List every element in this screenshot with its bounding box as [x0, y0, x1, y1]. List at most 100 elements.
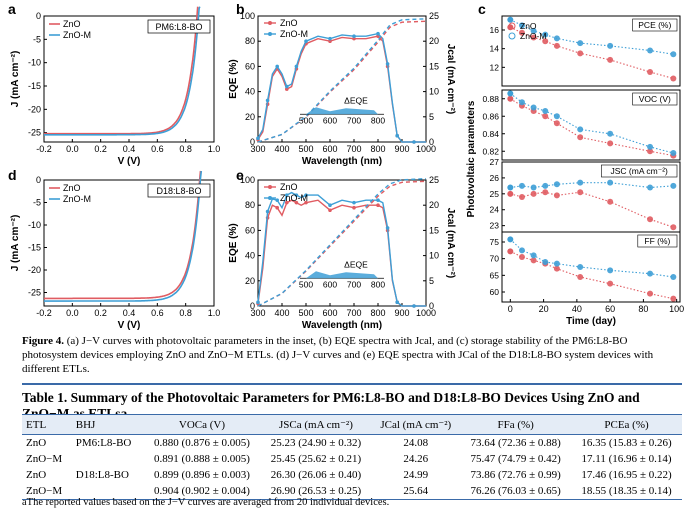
figure-4: -0.2 0.0 0.2 0.4 0.6 0.8 1.0 0 -5 -10 -15 -20 -25 ZnO… — [8, 1, 684, 330]
stability-point — [518, 182, 525, 189]
y2-axis-label: Jcal (mA cm⁻²) — [445, 44, 456, 114]
subplot-label: FF (%) — [644, 236, 670, 246]
table-row: ZnO−M 0.891 (0.888 ± 0.005) 25.45 (25.62… — [22, 451, 682, 467]
x-axis-label: Wavelength (nm) — [302, 320, 382, 330]
stability-point — [518, 99, 525, 106]
tick-label: 40 — [245, 87, 255, 97]
tick-label: 1.0 — [208, 308, 221, 318]
legend-label: ZnO — [63, 19, 81, 29]
tick-label: 0 — [508, 304, 513, 314]
stability-point — [507, 248, 514, 255]
eqe-point — [395, 300, 400, 305]
stability-point — [577, 134, 584, 141]
col-etl: ETL — [22, 414, 72, 435]
cell-voc: 0.880 (0.876 ± 0.005) — [154, 437, 250, 449]
stability-point — [577, 264, 584, 270]
tick-label: 0.8 — [179, 308, 192, 318]
cell-pce: 16.35 (15.83 ± 0.26) — [581, 437, 672, 449]
stability-point — [607, 280, 614, 287]
jcal-series — [257, 20, 427, 143]
stability-point — [670, 295, 677, 302]
tick-label: 25 — [429, 175, 439, 185]
stability-point — [670, 75, 677, 82]
eqe-point — [285, 200, 289, 205]
subplot-label-box — [632, 18, 678, 32]
legend-label: ZnO-M — [63, 194, 91, 204]
tick-label: 80 — [245, 200, 255, 210]
stability-point — [577, 126, 584, 133]
tick-label: -5 — [33, 198, 41, 208]
inset-tick-label: 800 — [371, 279, 385, 289]
panel-letter: e — [236, 167, 244, 183]
legend-label: ZnO-M — [280, 29, 308, 39]
col-bhj: BHJ — [71, 414, 144, 435]
inset-tick-label: 500 — [299, 115, 313, 125]
tick-label: 20 — [245, 112, 255, 122]
stability-point — [607, 179, 614, 186]
stability-point — [607, 42, 614, 49]
legend-marker — [268, 185, 272, 189]
tick-label: 0.86 — [482, 111, 499, 121]
inset-label: ΔEQE — [344, 259, 368, 269]
tick-label: 800 — [370, 308, 385, 318]
cell-etl: ZnO−M — [26, 453, 63, 465]
eqe-point — [328, 208, 332, 213]
tick-label: 100 — [240, 175, 255, 185]
cell-pce: 18.55 (18.35 ± 0.14) — [571, 483, 682, 500]
tick-label: -20 — [28, 104, 41, 114]
eqe-point — [352, 36, 356, 41]
stability-line — [510, 182, 674, 189]
cell-pce: 17.11 (16.96 ± 0.14) — [581, 453, 672, 465]
jv-series-zno-m — [44, 170, 203, 302]
tick-label: -10 — [28, 58, 41, 68]
table-row: ZnO PM6:L8-BO 0.880 (0.876 ± 0.005) 25.2… — [22, 435, 682, 452]
tick-label: -15 — [28, 243, 41, 253]
tick-label: 27 — [490, 157, 500, 167]
stability-point — [577, 50, 584, 57]
y-axis-label: EQE (%) — [228, 223, 239, 262]
cell-voc: 0.899 (0.896 ± 0.003) — [154, 469, 250, 481]
eqe-point — [256, 136, 260, 141]
eqe-point — [304, 193, 308, 197]
jcal-series — [257, 178, 427, 307]
cell-jsc: 26.30 (26.06 ± 0.40) — [270, 469, 362, 481]
tick-label: -25 — [28, 128, 41, 138]
cell-bhj — [72, 451, 144, 467]
tick-label: 100 — [240, 11, 255, 21]
tick-label: 24 — [490, 205, 500, 215]
tick-label: 0.0 — [66, 308, 79, 318]
cell-jsc: 25.45 (25.62 ± 0.21) — [270, 453, 362, 465]
figure-caption: Figure 4. (a) J−V curves with photovolta… — [22, 334, 682, 376]
tick-label: 40 — [572, 304, 582, 314]
tick-label: 0.8 — [179, 144, 192, 154]
tick-label: 700 — [346, 144, 361, 154]
eqe-point — [285, 84, 289, 89]
cell-jcal: 24.99 — [403, 469, 429, 481]
inset-label: D18:L8-BO — [156, 186, 201, 196]
stability-point — [670, 224, 677, 231]
tick-label: 12 — [490, 62, 500, 72]
stability-point — [530, 252, 537, 259]
x-axis-label: Wavelength (nm) — [302, 156, 382, 167]
tick-label: 700 — [346, 308, 361, 318]
stability-point — [553, 120, 560, 127]
panel-letter: b — [236, 1, 245, 17]
eqe-point — [352, 200, 356, 205]
eqe-point — [376, 198, 380, 202]
legend-label: ZnO-M — [63, 30, 91, 40]
legend-label: ZnO-M — [520, 31, 546, 41]
eqe-point — [285, 87, 289, 91]
eqe-point — [304, 39, 308, 43]
cell-ff: 75.47 (74.79 ± 0.42) — [470, 453, 561, 465]
tick-label: -25 — [28, 288, 41, 298]
tick-label: 600 — [322, 308, 337, 318]
tick-label: 70 — [490, 254, 500, 264]
table-row: ZnO D18:L8-BO 0.899 (0.896 ± 0.003) 26.3… — [22, 467, 682, 483]
tick-label: 80 — [638, 304, 648, 314]
subplot-label: JSC (mA cm⁻²) — [611, 166, 669, 176]
stability-point — [507, 190, 514, 197]
panel-letter: d — [8, 167, 17, 183]
eqe-series-zno — [257, 199, 426, 307]
tick-label: 0.2 — [94, 308, 107, 318]
stability-point — [507, 90, 514, 97]
